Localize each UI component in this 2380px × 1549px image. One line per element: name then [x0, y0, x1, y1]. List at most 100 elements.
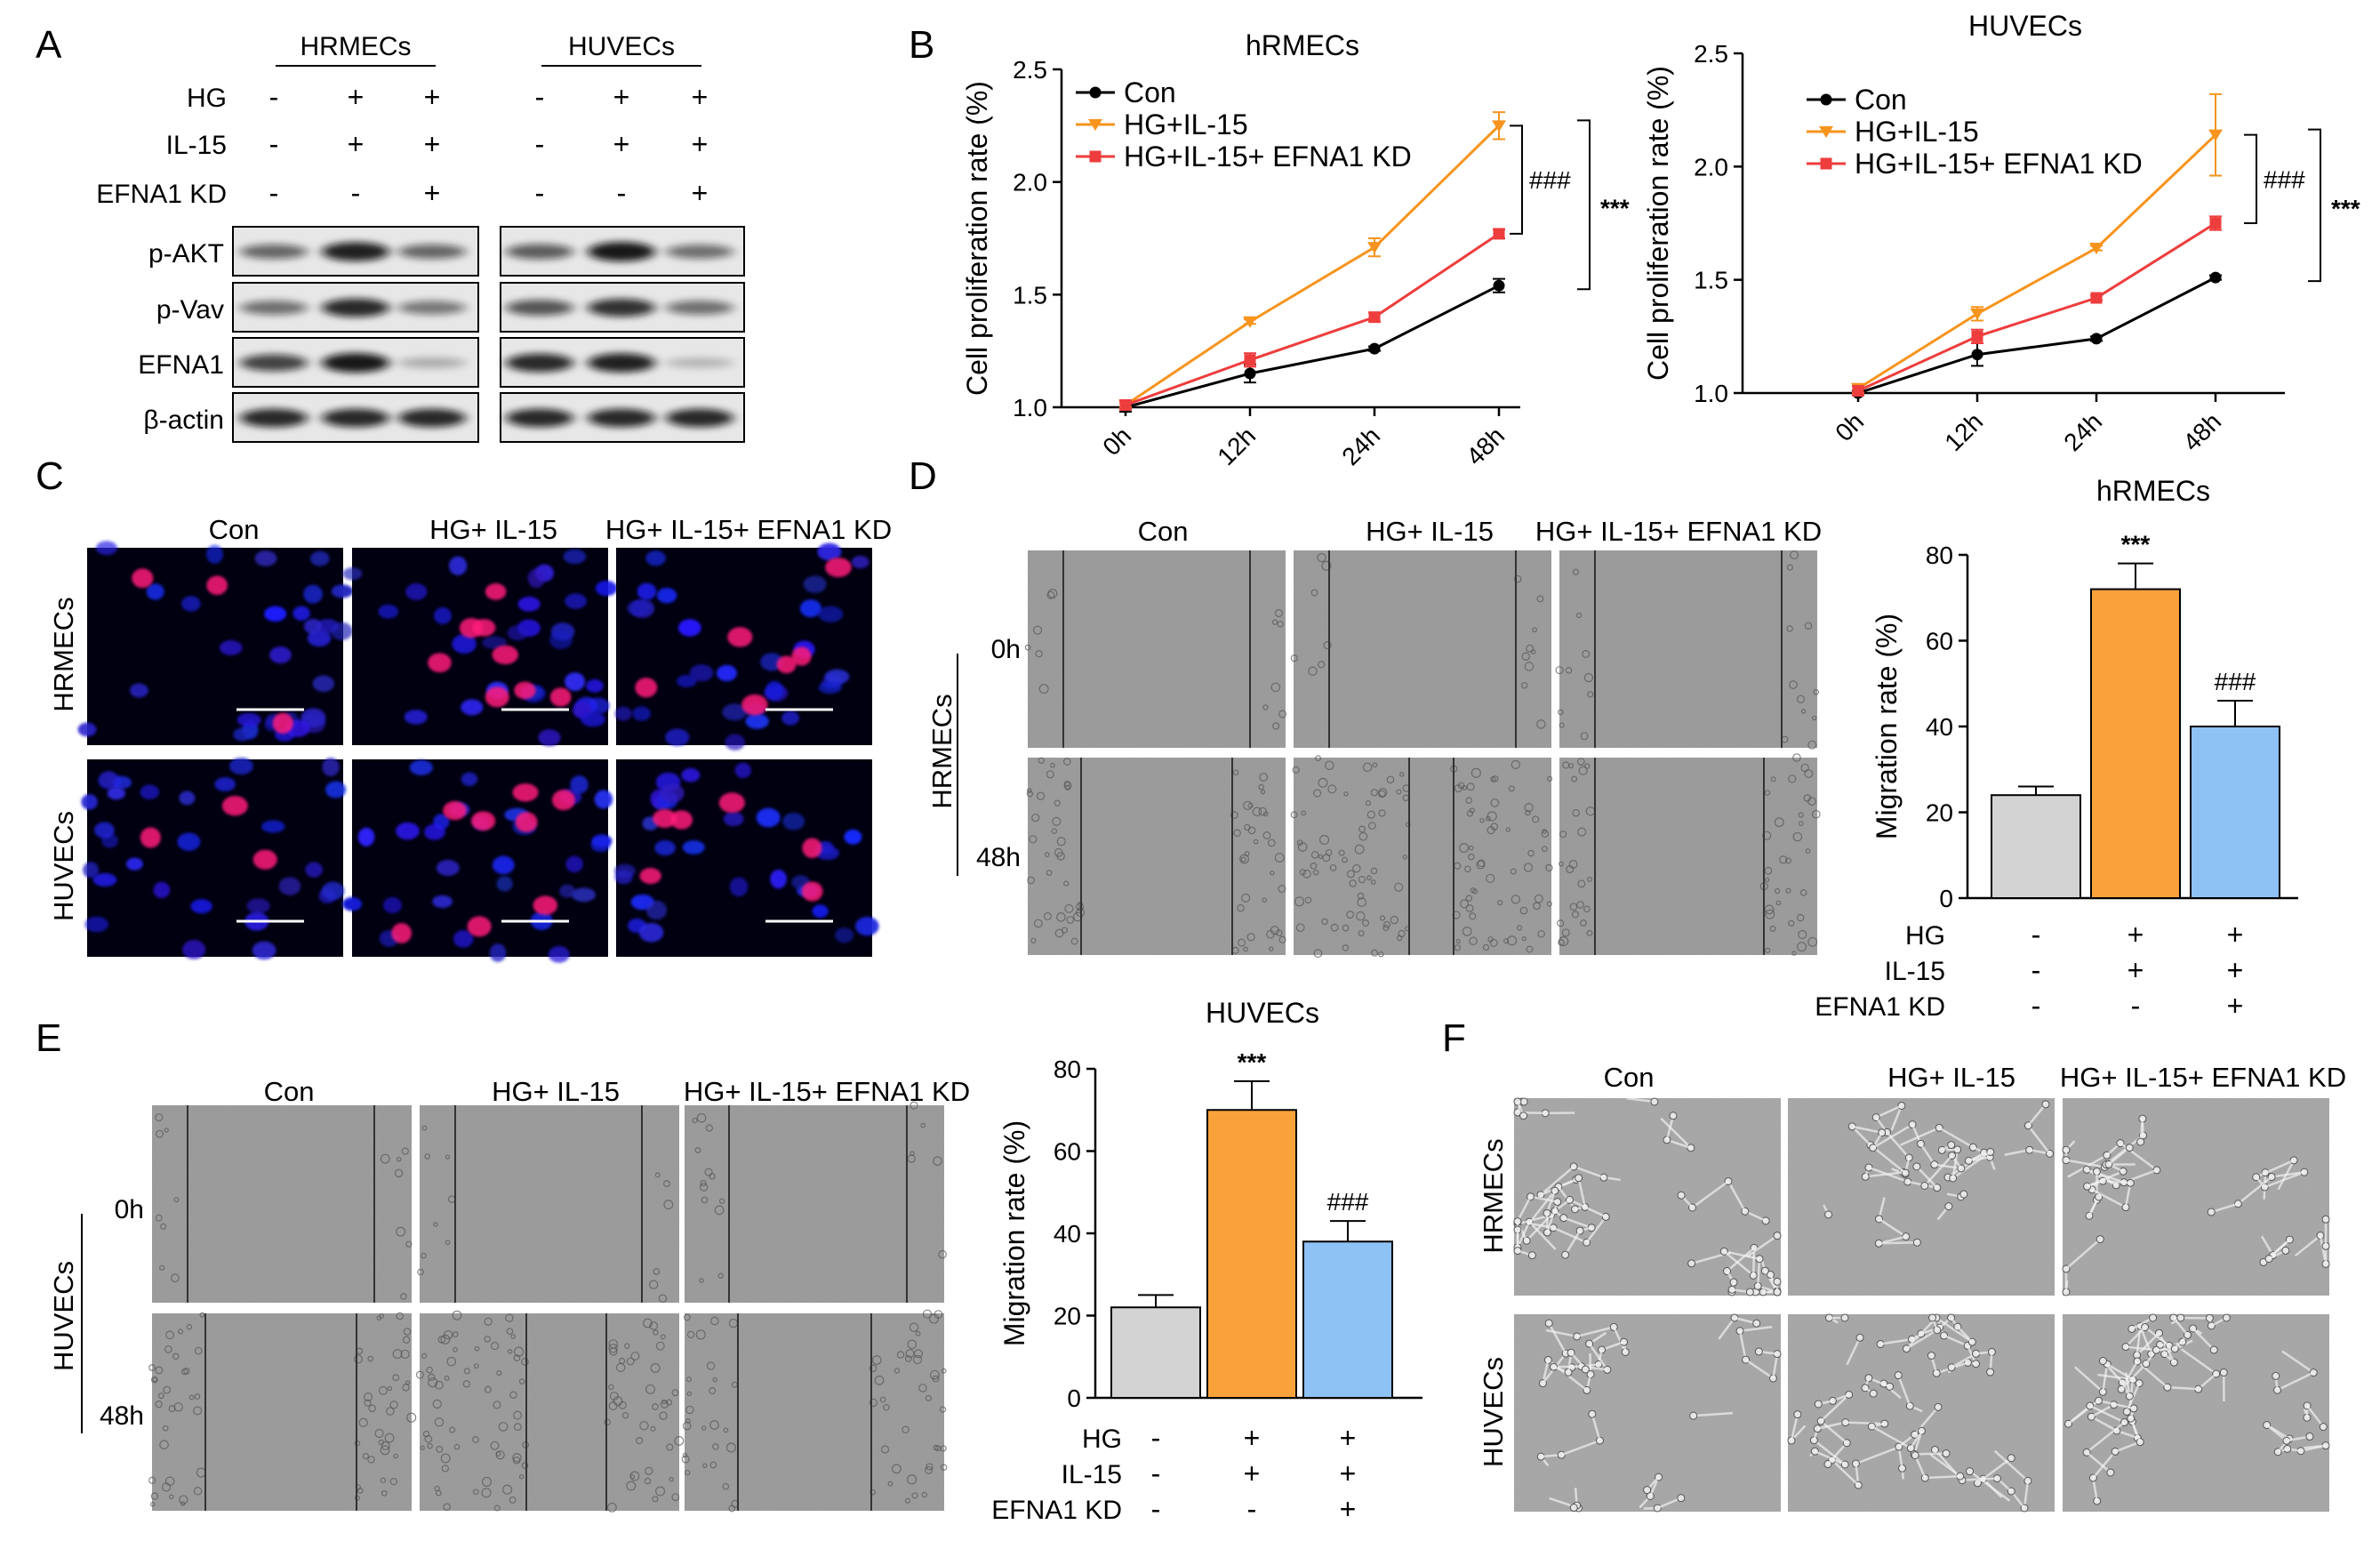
cell [892, 1464, 902, 1474]
cell [428, 1377, 438, 1388]
nucleus [305, 862, 323, 878]
cell [445, 1154, 451, 1160]
condition-sign: - [269, 81, 279, 113]
edu-positive-nucleus [140, 827, 161, 848]
cell [1786, 625, 1793, 632]
x-tick-label: 12h [1212, 421, 1261, 470]
condition-label: EFNA1 KD [1815, 992, 1945, 1022]
tube-segment [1548, 1322, 1567, 1354]
cell [405, 1240, 413, 1248]
chart-title: hRMECs [2096, 475, 2210, 507]
cell [1330, 923, 1339, 932]
cell [1521, 936, 1527, 942]
tube-image [1787, 1313, 2055, 1513]
cell [717, 1272, 724, 1279]
cell [1378, 951, 1384, 958]
blot-band [240, 354, 308, 372]
cell [449, 1426, 456, 1433]
cell [1774, 817, 1784, 828]
cell [1313, 789, 1322, 798]
cell [432, 1399, 442, 1409]
cell [1804, 622, 1813, 630]
cell [1390, 915, 1398, 925]
cell [1358, 875, 1366, 884]
row-label: HRMECs [926, 694, 958, 808]
image-texture [420, 1105, 679, 1303]
image-texture [1559, 550, 1817, 748]
column-label: HG+ IL-15 [1366, 516, 1494, 547]
cell [148, 1476, 156, 1484]
cell [164, 1476, 175, 1487]
nucleus [303, 618, 323, 635]
scratch-image-0h [1024, 550, 1287, 748]
data-point [2209, 217, 2222, 229]
cell [702, 1463, 708, 1468]
blot-label: p-AKT [148, 239, 224, 269]
cell [378, 1439, 384, 1446]
data-point [1244, 354, 1256, 366]
cell [1791, 951, 1797, 956]
bar [2190, 726, 2280, 899]
cell [436, 1445, 444, 1453]
nucleus [656, 587, 677, 604]
edu-positive-nucleus [802, 838, 822, 858]
cell [1299, 869, 1306, 876]
blot-band [240, 244, 308, 260]
tube-segment [1553, 1365, 1582, 1368]
cell [1046, 870, 1053, 876]
cell [376, 1315, 381, 1320]
tube-segment [2090, 1416, 2118, 1433]
cell [1035, 650, 1043, 658]
cell [1370, 789, 1379, 797]
data-point [1244, 367, 1256, 380]
cell [621, 1412, 629, 1419]
tube-segment [1563, 1216, 1592, 1229]
cell [1920, 1181, 1929, 1190]
condition-sign: + [692, 128, 709, 160]
column-label: HG+ IL-15+ EFNA1 KD [684, 1076, 970, 1107]
series-1: HG+IL-15 [1807, 92, 2223, 395]
tube-segment [1820, 1420, 1848, 1444]
cell [2149, 1313, 2158, 1322]
cell [1485, 815, 1491, 822]
tube-segment [1923, 1154, 1953, 1187]
cell [472, 1436, 479, 1443]
tube-segment [2120, 1360, 2139, 1391]
nucleus [342, 896, 363, 911]
nucleus [638, 922, 664, 943]
cell [2106, 1468, 2115, 1477]
cell [474, 1345, 480, 1352]
cell [2007, 1454, 2015, 1463]
tube-segment [1744, 1359, 1775, 1380]
cell [1947, 1141, 1956, 1150]
fluorescence-image [614, 542, 872, 750]
cell [1465, 903, 1474, 912]
row-label: HRMECs [48, 597, 79, 711]
cell [358, 1417, 368, 1428]
cell [496, 1370, 502, 1376]
nucleus [818, 606, 844, 622]
cell [1568, 859, 1578, 869]
cell [1580, 919, 1587, 927]
cell [1313, 949, 1323, 959]
fluorescence-image [342, 759, 613, 963]
tube-image [2062, 1098, 2330, 1296]
tube-segment [2271, 1171, 2304, 1178]
cell [1357, 897, 1366, 907]
column-label: HG+ IL-15 [492, 1076, 620, 1107]
condition-sign: + [424, 177, 441, 209]
tube-segment [2004, 1148, 2030, 1156]
cell [1342, 924, 1350, 932]
x-tick-label: 12h [1939, 407, 1988, 456]
cell [1277, 621, 1284, 628]
edu-positive-nucleus [635, 678, 658, 698]
tube-segment [2087, 1170, 2124, 1188]
cell [1855, 1333, 1864, 1342]
cell [1677, 1191, 1686, 1200]
cell [420, 1445, 425, 1450]
tube-segment [1790, 1414, 1799, 1441]
condition-sign: + [1340, 1422, 1357, 1454]
condition-sign: - [617, 177, 627, 209]
nucleus [264, 606, 287, 622]
data-point [1368, 342, 1381, 355]
